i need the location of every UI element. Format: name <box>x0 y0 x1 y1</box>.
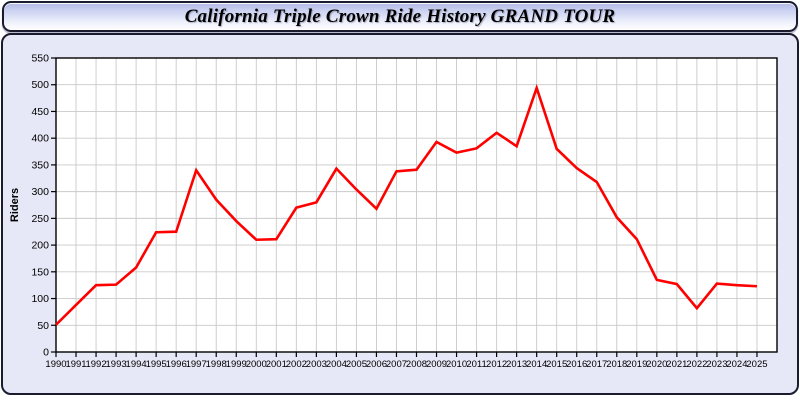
svg-text:1993: 1993 <box>106 359 127 370</box>
svg-text:550: 550 <box>31 53 49 65</box>
svg-text:1999: 1999 <box>226 359 247 370</box>
svg-text:2015: 2015 <box>546 359 567 370</box>
svg-text:450: 450 <box>31 106 49 118</box>
svg-text:2019: 2019 <box>626 359 647 370</box>
y-axis-ticks <box>51 57 56 353</box>
gridlines-horizontal <box>56 84 777 326</box>
svg-text:50: 50 <box>37 320 49 332</box>
svg-text:2017: 2017 <box>586 359 607 370</box>
svg-text:1996: 1996 <box>166 359 187 370</box>
x-axis-ticks <box>55 352 758 357</box>
svg-text:2013: 2013 <box>506 359 527 370</box>
y-axis-tick-labels: 0 50 100 150 200 250 300 350 400 450 500 550 <box>31 53 49 359</box>
svg-text:2014: 2014 <box>526 359 547 370</box>
svg-text:1995: 1995 <box>146 359 167 370</box>
svg-text:400: 400 <box>31 133 49 145</box>
svg-text:1998: 1998 <box>206 359 227 370</box>
svg-text:150: 150 <box>31 266 49 278</box>
svg-text:2000: 2000 <box>246 359 267 370</box>
window-titlebar: California Triple Crown Ride History GRA… <box>2 1 798 32</box>
svg-text:2011: 2011 <box>466 359 486 370</box>
svg-text:1994: 1994 <box>126 359 147 370</box>
svg-text:2001: 2001 <box>266 359 287 370</box>
svg-text:2009: 2009 <box>426 359 447 370</box>
svg-text:2008: 2008 <box>406 359 427 370</box>
svg-text:2022: 2022 <box>686 359 707 370</box>
svg-text:2020: 2020 <box>646 359 667 370</box>
svg-text:2005: 2005 <box>346 359 367 370</box>
svg-text:2002: 2002 <box>286 359 307 370</box>
svg-text:2012: 2012 <box>486 359 507 370</box>
svg-text:2025: 2025 <box>746 359 767 370</box>
svg-text:2016: 2016 <box>566 359 587 370</box>
svg-text:2003: 2003 <box>306 359 327 370</box>
svg-text:1997: 1997 <box>186 359 207 370</box>
svg-text:2018: 2018 <box>606 359 627 370</box>
svg-text:2006: 2006 <box>366 359 387 370</box>
svg-text:350: 350 <box>31 159 49 171</box>
y-axis-title: Riders <box>9 188 21 222</box>
svg-text:2024: 2024 <box>726 359 747 370</box>
svg-text:1991: 1991 <box>65 359 86 370</box>
svg-text:1992: 1992 <box>85 359 106 370</box>
svg-text:2010: 2010 <box>446 359 467 370</box>
svg-text:250: 250 <box>31 213 49 225</box>
svg-text:2007: 2007 <box>386 359 407 370</box>
svg-text:200: 200 <box>31 240 49 252</box>
svg-text:2023: 2023 <box>706 359 727 370</box>
series-line-riders <box>55 83 758 326</box>
svg-text:1990: 1990 <box>45 359 66 370</box>
svg-text:2021: 2021 <box>666 359 687 370</box>
svg-text:300: 300 <box>31 186 49 198</box>
svg-text:2004: 2004 <box>326 359 347 370</box>
page-title: California Triple Crown Ride History GRA… <box>184 5 616 27</box>
x-axis-tick-labels: 1990199119921993199419951996199719981999… <box>45 359 767 370</box>
svg-text:100: 100 <box>31 293 49 305</box>
svg-text:500: 500 <box>31 79 49 91</box>
gridlines-vertical <box>75 58 778 352</box>
svg-text:0: 0 <box>43 347 49 359</box>
